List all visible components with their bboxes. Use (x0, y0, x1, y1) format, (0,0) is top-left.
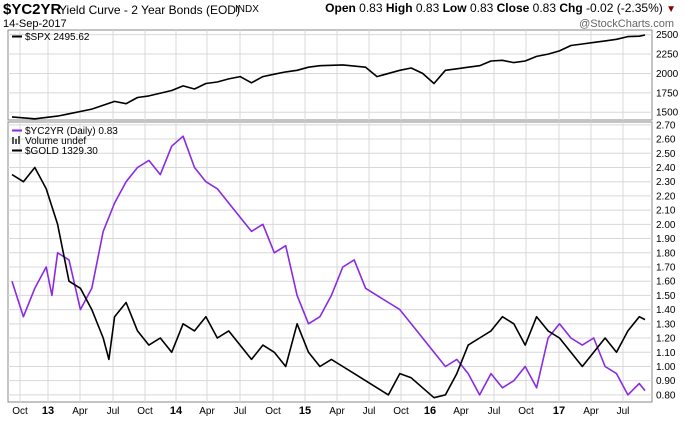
down-arrow-icon: ▼ (666, 4, 676, 15)
y-tick-label: 2.60 (656, 135, 676, 146)
legend-entry: Volume undef (25, 136, 86, 147)
volume-bars-icon (15, 139, 17, 144)
y-tick-label: 1750 (656, 88, 679, 99)
y-tick-label: 2.10 (656, 206, 676, 217)
x-tick-label: Apr (329, 406, 345, 417)
y-tick-label: 2.30 (656, 177, 676, 188)
y-tick-label: 2500 (656, 30, 679, 41)
x-tick-label: Jul (363, 406, 376, 417)
open-label: Open (325, 1, 356, 15)
panel-frame-0 (7, 29, 653, 121)
y-tick-label: 2250 (656, 50, 679, 61)
x-tick-label: Oct (518, 406, 534, 417)
watermark: @StockCharts.com (579, 18, 674, 30)
panel-frame-1 (7, 121, 653, 403)
y-tick-label: 0.90 (656, 376, 676, 387)
volume-bars-icon (12, 137, 14, 144)
chg-value: -0.02 (-2.35%) (586, 1, 663, 15)
low-label: Low (442, 1, 467, 15)
y-tick-label: 1.40 (656, 305, 676, 316)
x-tick-label: Apr (199, 406, 215, 417)
x-tick-label: 17 (553, 405, 565, 417)
y-tick-label: 1.30 (656, 319, 676, 330)
legend-entry: $GOLD 1329.30 (25, 146, 98, 157)
close-value: 0.83 (532, 1, 557, 15)
series-line-gold (11, 166, 646, 399)
y-tick-label: 1500 (656, 108, 679, 119)
y-tick-label: 1.70 (656, 262, 676, 273)
x-tick-label: 14 (170, 405, 183, 417)
x-tick-label: Oct (137, 406, 153, 417)
x-tick-label: 13 (42, 405, 54, 417)
chg-label: Chg (559, 1, 583, 15)
high-value: 0.83 (415, 1, 440, 15)
y-tick-label: 1.60 (656, 277, 676, 288)
y-tick-label: 2000 (656, 69, 679, 80)
x-tick-label: Oct (12, 406, 28, 417)
low-value: 0.83 (469, 1, 494, 15)
y-tick-label: 2.20 (656, 191, 676, 202)
y-tick-label: 1.00 (656, 362, 676, 373)
series-line-yc2yr (11, 135, 646, 396)
volume-bars-icon (18, 136, 20, 144)
x-tick-label: Oct (393, 406, 409, 417)
y-tick-label: 1.90 (656, 234, 676, 245)
y-tick-label: 0.80 (656, 390, 676, 401)
symbol-label: $YC2YR (3, 1, 62, 18)
close-label: Close (496, 1, 530, 15)
x-tick-label: 16 (424, 405, 436, 417)
description-label: Yield Curve - 2 Year Bonds (EOD) (59, 3, 240, 17)
legend-entry: $SPX 2495.62 (25, 32, 90, 43)
x-tick-label: Apr (72, 406, 88, 417)
series-line-spx (11, 34, 646, 120)
x-tick-label: Oct (265, 406, 281, 417)
y-tick-label: 2.70 (656, 120, 676, 131)
ohlc-readout: Open 0.83 High 0.83 Low 0.83 Close 0.83 … (325, 1, 676, 15)
legend-entry: $YC2YR (Daily) 0.83 (25, 126, 118, 137)
open-value: 0.83 (359, 1, 383, 15)
x-tick-label: Apr (583, 406, 599, 417)
date-label: 14-Sep-2017 (3, 18, 67, 30)
exchange-label: INDX (235, 4, 259, 15)
y-tick-label: 2.00 (656, 220, 676, 231)
x-tick-label: Jul (107, 406, 120, 417)
y-tick-label: 2.50 (656, 149, 676, 160)
y-tick-label: 1.10 (656, 348, 676, 359)
high-label: High (385, 1, 413, 15)
x-tick-label: Jul (234, 406, 247, 417)
y-tick-label: 2.40 (656, 163, 676, 174)
x-tick-label: Jul (617, 406, 630, 417)
x-tick-label: 15 (299, 405, 311, 417)
y-tick-label: 1.20 (656, 334, 676, 345)
x-tick-label: Apr (453, 406, 469, 417)
x-tick-label: Jul (488, 406, 501, 417)
y-tick-label: 1.80 (656, 248, 676, 259)
y-tick-label: 1.50 (656, 291, 676, 302)
